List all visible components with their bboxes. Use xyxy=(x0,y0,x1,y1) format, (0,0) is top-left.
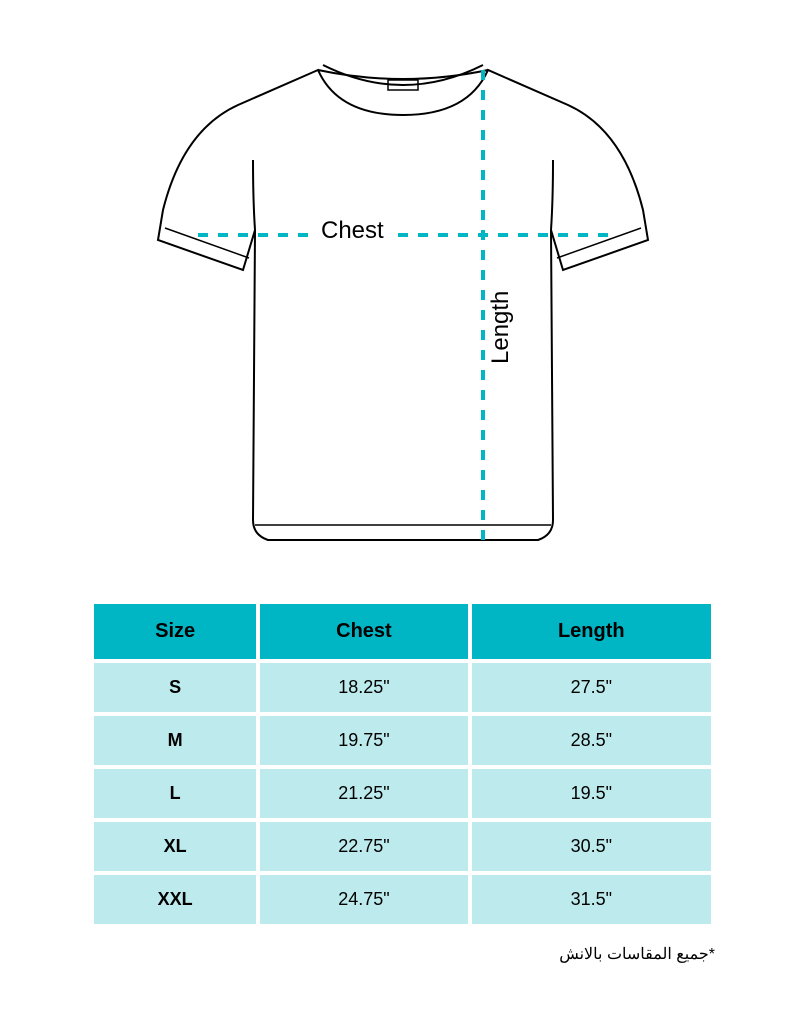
tshirt-svg xyxy=(123,40,683,570)
size-cell: S xyxy=(94,663,256,712)
value-cell: 21.25" xyxy=(260,769,467,818)
value-cell: 22.75" xyxy=(260,822,467,871)
table-row: XL22.75"30.5" xyxy=(94,822,711,871)
size-table-head: SizeChestLength xyxy=(94,604,711,659)
table-header-row: SizeChestLength xyxy=(94,604,711,659)
value-cell: 19.5" xyxy=(472,769,711,818)
table-row: S18.25"27.5" xyxy=(94,663,711,712)
value-cell: 30.5" xyxy=(472,822,711,871)
value-cell: 18.25" xyxy=(260,663,467,712)
back-collar-line xyxy=(318,70,488,79)
size-cell: L xyxy=(94,769,256,818)
size-cell: XXL xyxy=(94,875,256,924)
value-cell: 27.5" xyxy=(472,663,711,712)
chest-label: Chest xyxy=(315,215,390,247)
size-cell: M xyxy=(94,716,256,765)
table-header-cell: Length xyxy=(472,604,711,659)
value-cell: 31.5" xyxy=(472,875,711,924)
length-label: Length xyxy=(485,285,517,370)
value-cell: 24.75" xyxy=(260,875,467,924)
size-table: SizeChestLength S18.25"27.5"M19.75"28.5"… xyxy=(90,600,715,928)
table-row: M19.75"28.5" xyxy=(94,716,711,765)
table-row: XXL24.75"31.5" xyxy=(94,875,711,924)
table-header-cell: Chest xyxy=(260,604,467,659)
tshirt-outline xyxy=(158,70,648,540)
table-header-cell: Size xyxy=(94,604,256,659)
shirt-diagram: Chest Length xyxy=(90,40,715,570)
value-cell: 19.75" xyxy=(260,716,467,765)
size-table-body: S18.25"27.5"M19.75"28.5"L21.25"19.5"XL22… xyxy=(94,663,711,924)
size-cell: XL xyxy=(94,822,256,871)
footnote: *جميع المقاسات بالانش xyxy=(90,944,715,964)
size-chart-page: Chest Length SizeChestLength S18.25"27.5… xyxy=(0,0,805,1020)
value-cell: 28.5" xyxy=(472,716,711,765)
table-row: L21.25"19.5" xyxy=(94,769,711,818)
